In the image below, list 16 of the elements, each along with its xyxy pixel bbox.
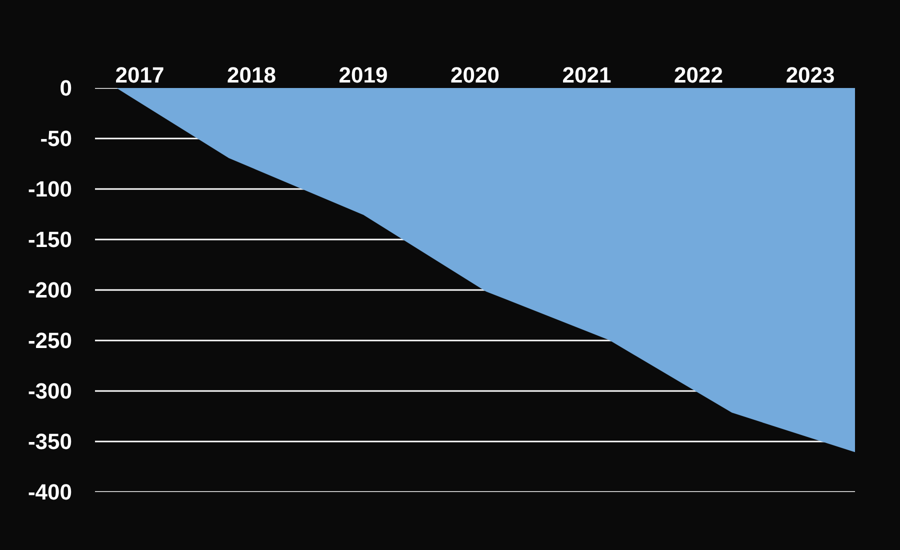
x-tick-label: 2017 bbox=[115, 62, 164, 88]
y-tick-label: -350 bbox=[28, 429, 72, 454]
y-tick-label: -150 bbox=[28, 227, 72, 252]
y-tick-label: -400 bbox=[28, 480, 72, 505]
x-tick-label: 2021 bbox=[562, 62, 612, 88]
y-tick-label: 0 bbox=[60, 76, 72, 101]
y-tick-label: -50 bbox=[40, 126, 72, 152]
x-tick-label: 2022 bbox=[674, 62, 724, 88]
x-tick-label: 2019 bbox=[338, 62, 388, 88]
x-tick-label: 2020 bbox=[450, 62, 500, 88]
x-tick-label: 2018 bbox=[226, 62, 276, 88]
y-tick-label: -200 bbox=[28, 278, 72, 303]
x-tick-label: 2023 bbox=[786, 62, 835, 88]
y-tick-label: -250 bbox=[28, 328, 72, 354]
y-tick-label: -300 bbox=[28, 378, 72, 404]
y-tick-label: -100 bbox=[28, 176, 72, 202]
